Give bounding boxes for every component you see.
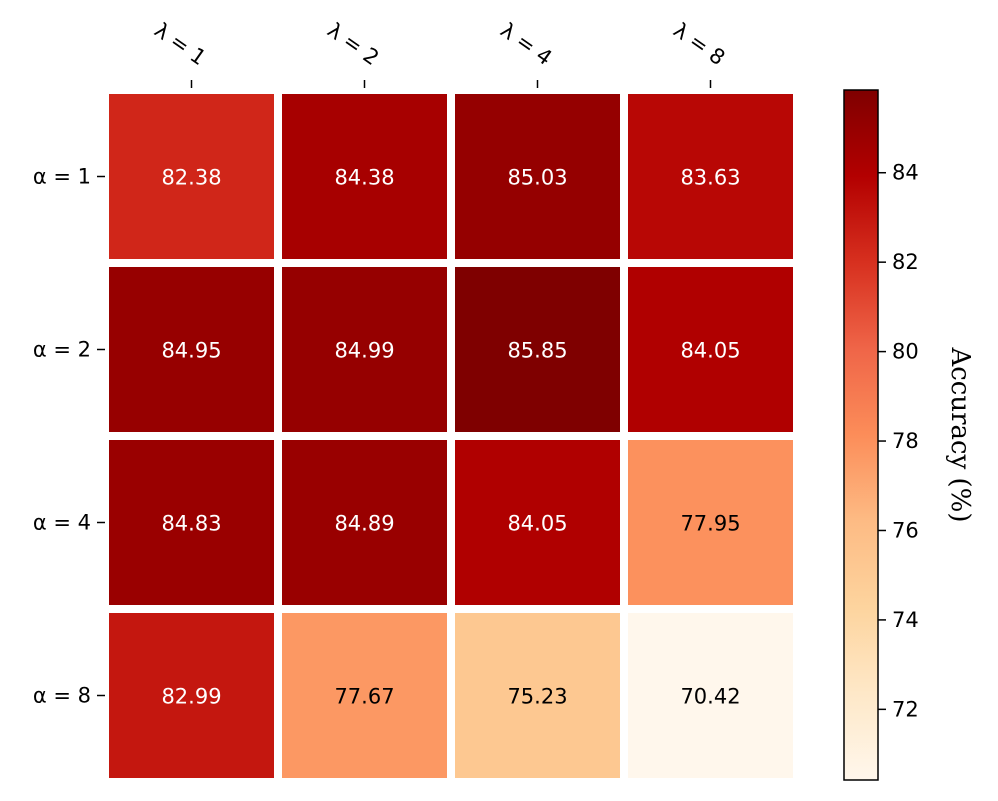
heatmap-cell (109, 267, 274, 432)
colorbar-tick-label: 74 (892, 608, 919, 632)
heatmap-cells: 82.38 84.38 85.03 83.63 84.95 84.99 85.85 84.05… (109, 94, 793, 778)
cell-value-label: 82.99 (161, 685, 221, 709)
heatmap-cell (282, 267, 447, 432)
cell-value-label: 77.95 (680, 512, 740, 536)
cell-value-label: 84.83 (161, 512, 221, 536)
cell-value-label: 84.95 (161, 339, 221, 363)
heatmap-cell (628, 94, 793, 259)
heatmap-cell (455, 94, 620, 259)
colorbar-tick-label: 76 (892, 518, 919, 542)
heatmap-cell (455, 267, 620, 432)
y-tick-label: α = 8 (33, 684, 91, 708)
cell-value-label: 77.67 (334, 685, 394, 709)
heatmap-cell (109, 94, 274, 259)
colorbar-tick-label: 84 (892, 161, 919, 185)
heatmap-cell (628, 440, 793, 605)
cell-value-label: 70.42 (680, 685, 740, 709)
heatmap-cell (282, 94, 447, 259)
cell-value-label: 84.38 (334, 166, 394, 190)
cell-value-label: 84.05 (680, 339, 740, 363)
y-tick-label: α = 1 (33, 165, 91, 189)
colorbar-tick-label: 72 (892, 697, 919, 721)
x-axis-ticks: λ = 1 λ = 2 λ = 4 λ = 8 (150, 18, 729, 88)
cell-value-label: 84.89 (334, 512, 394, 536)
x-tick-label: λ = 8 (669, 18, 729, 70)
cell-value-label: 84.05 (507, 512, 567, 536)
x-tick-label: λ = 4 (496, 18, 556, 70)
heatmap-cell (628, 613, 793, 778)
colorbar-tick-label: 82 (892, 250, 919, 274)
cell-value-label: 75.23 (507, 685, 567, 709)
colorbar-label: Accuracy (%) (945, 346, 975, 522)
cell-value-label: 85.85 (507, 339, 567, 363)
heatmap-cell (455, 613, 620, 778)
y-tick-label: α = 4 (33, 511, 91, 535)
heatmap-cell (282, 613, 447, 778)
y-axis-ticks: α = 1 α = 2 α = 4 α = 8 (33, 165, 105, 708)
cell-value-label: 84.99 (334, 339, 394, 363)
heatmap-cell (282, 440, 447, 605)
colorbar-tick-label: 78 (892, 429, 919, 453)
cell-value-label: 82.38 (161, 166, 221, 190)
heatmap-cell (455, 440, 620, 605)
x-tick-label: λ = 2 (323, 18, 383, 70)
colorbar-ticks: 72 74 76 78 80 82 84 (878, 161, 919, 721)
heatmap-cell (628, 267, 793, 432)
cell-value-label: 85.03 (507, 166, 567, 190)
x-tick-label: λ = 1 (150, 18, 210, 70)
cell-value-label: 83.63 (680, 166, 740, 190)
heatmap-cell (109, 613, 274, 778)
colorbar (843, 89, 879, 781)
colorbar-tick-label: 80 (892, 340, 919, 364)
heatmap-cell (109, 440, 274, 605)
y-tick-label: α = 2 (33, 338, 91, 362)
